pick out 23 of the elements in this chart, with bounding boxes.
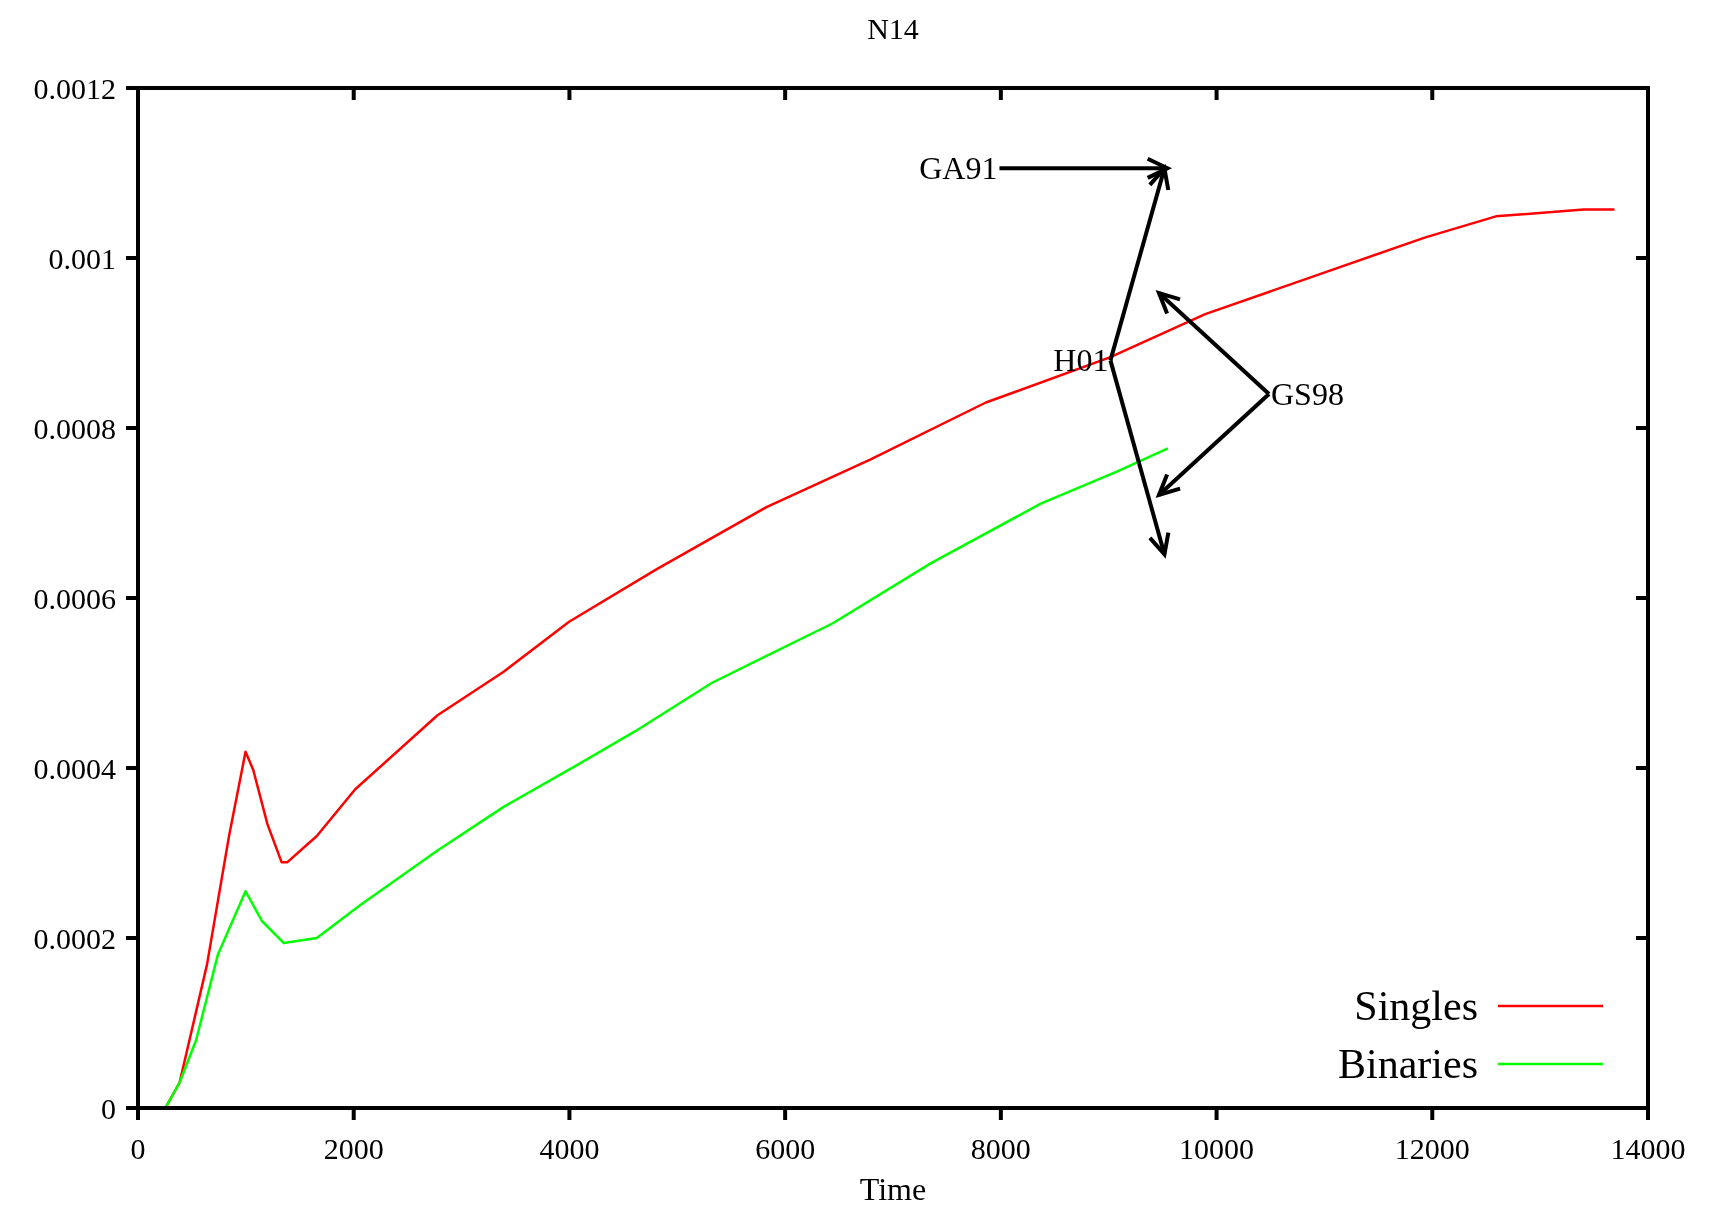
y-tick-label: 0.0006 xyxy=(33,581,116,615)
y-tick-label: 0.0002 xyxy=(33,921,116,955)
x-tick-label: 10000 xyxy=(1179,1132,1255,1166)
x-tick-label: 4000 xyxy=(539,1132,600,1166)
x-axis-title: Time xyxy=(859,1171,927,1207)
x-tick-label: 12000 xyxy=(1394,1132,1470,1166)
x-tick-label: 0 xyxy=(130,1132,146,1166)
chart-title: N14 xyxy=(866,12,920,46)
y-tick-label: 0 xyxy=(101,1091,116,1125)
x-tick-label: 6000 xyxy=(755,1132,816,1166)
x-tick-label: 8000 xyxy=(970,1132,1031,1166)
annotation: GA91 xyxy=(919,150,998,187)
y-tick-label: 0.0004 xyxy=(33,751,116,785)
y-tick-label: 0.0008 xyxy=(33,411,116,445)
line-series xyxy=(164,447,1170,1108)
legend-label: Binaries xyxy=(1338,1040,1478,1088)
legend-label: Singles xyxy=(1354,982,1478,1030)
annotation: H01 xyxy=(1053,342,1109,379)
annotation: GS98 xyxy=(1270,376,1344,412)
x-tick-label: 14000 xyxy=(1610,1132,1686,1166)
x-tick-label: 2000 xyxy=(323,1132,384,1166)
y-tick-label: 0.0012 xyxy=(33,71,116,105)
y-tick-label: 0.001 xyxy=(48,241,116,275)
